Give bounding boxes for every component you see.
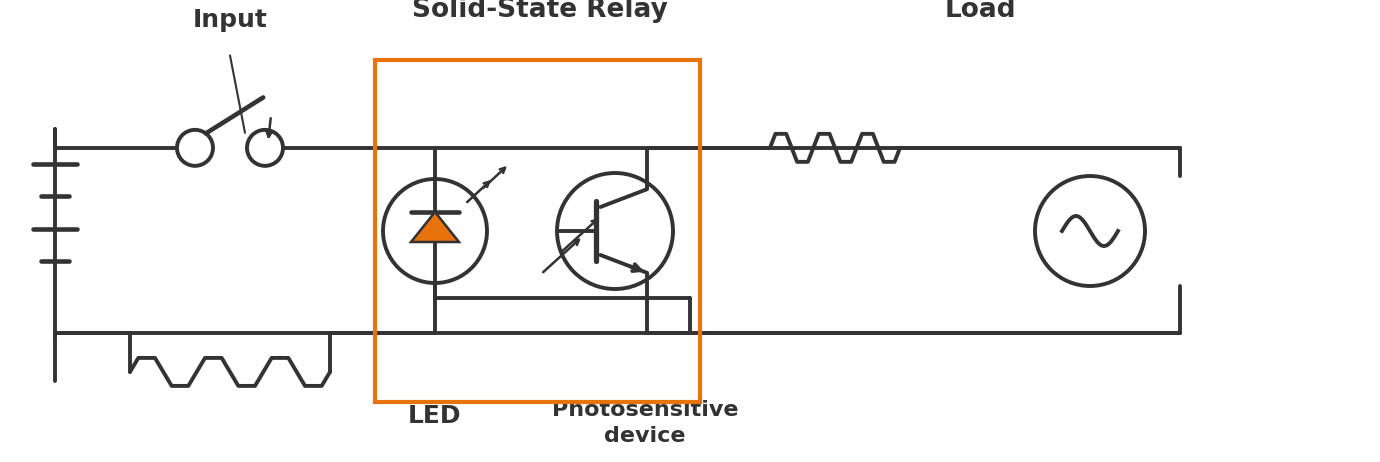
Text: LED: LED <box>408 404 462 428</box>
Text: Solid-State Relay: Solid-State Relay <box>413 0 668 23</box>
Text: Input: Input <box>193 8 268 32</box>
Text: Load: Load <box>944 0 1016 23</box>
Bar <box>375 60 700 402</box>
Text: Photosensitive
device: Photosensitive device <box>552 400 738 446</box>
Polygon shape <box>411 212 460 242</box>
